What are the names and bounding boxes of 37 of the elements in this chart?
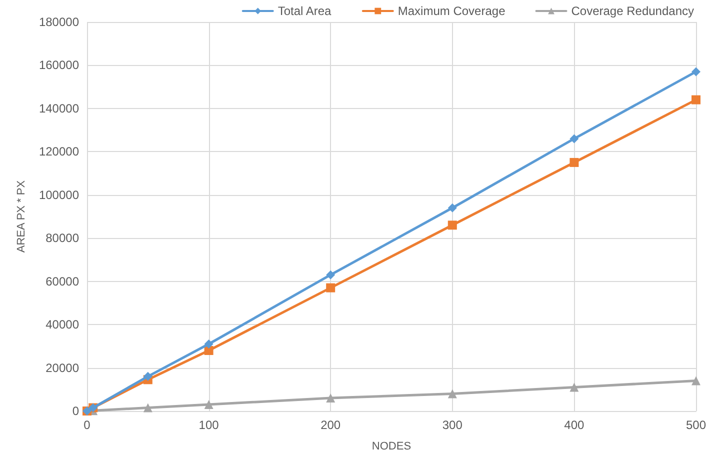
x-axis-title: NODES <box>372 440 412 452</box>
point <box>204 400 214 410</box>
point <box>448 203 457 212</box>
x-tick-label: 300 <box>442 418 463 432</box>
point <box>204 340 214 349</box>
legend-label: Total Area <box>278 4 332 18</box>
y-tick-label: 180000 <box>38 15 80 29</box>
legend-label: Coverage Redundancy <box>571 4 694 18</box>
y-tick-label: 0 <box>72 404 80 418</box>
x-tick-label: 100 <box>198 418 220 432</box>
y-tick-label: 20000 <box>46 360 80 375</box>
point <box>570 134 579 144</box>
point <box>143 403 152 412</box>
y-axis-title: AREA PX * PX <box>16 180 28 253</box>
point <box>448 220 457 230</box>
x-tick-label: 200 <box>320 418 341 432</box>
point <box>143 372 152 381</box>
point <box>691 376 700 386</box>
y-tick-label: 120000 <box>38 144 80 159</box>
point <box>326 394 336 403</box>
x-tick-label: 400 <box>564 418 585 432</box>
point <box>326 283 336 292</box>
point <box>691 95 700 104</box>
point <box>570 158 579 167</box>
y-tick-label: 80000 <box>46 231 80 246</box>
point <box>326 270 336 280</box>
y-tick-label: 60000 <box>46 274 80 288</box>
y-tick-label: 40000 <box>46 318 80 332</box>
x-tick-label: 500 <box>686 418 706 432</box>
y-tick-label: 100000 <box>38 188 80 202</box>
x-tick-label: 0 <box>84 418 91 432</box>
point <box>570 382 579 392</box>
legend-label: Maximum Coverage <box>398 4 506 18</box>
point <box>448 389 457 398</box>
y-tick-label: 140000 <box>38 101 80 116</box>
y-tick-label: 160000 <box>38 58 80 72</box>
point <box>691 67 700 76</box>
